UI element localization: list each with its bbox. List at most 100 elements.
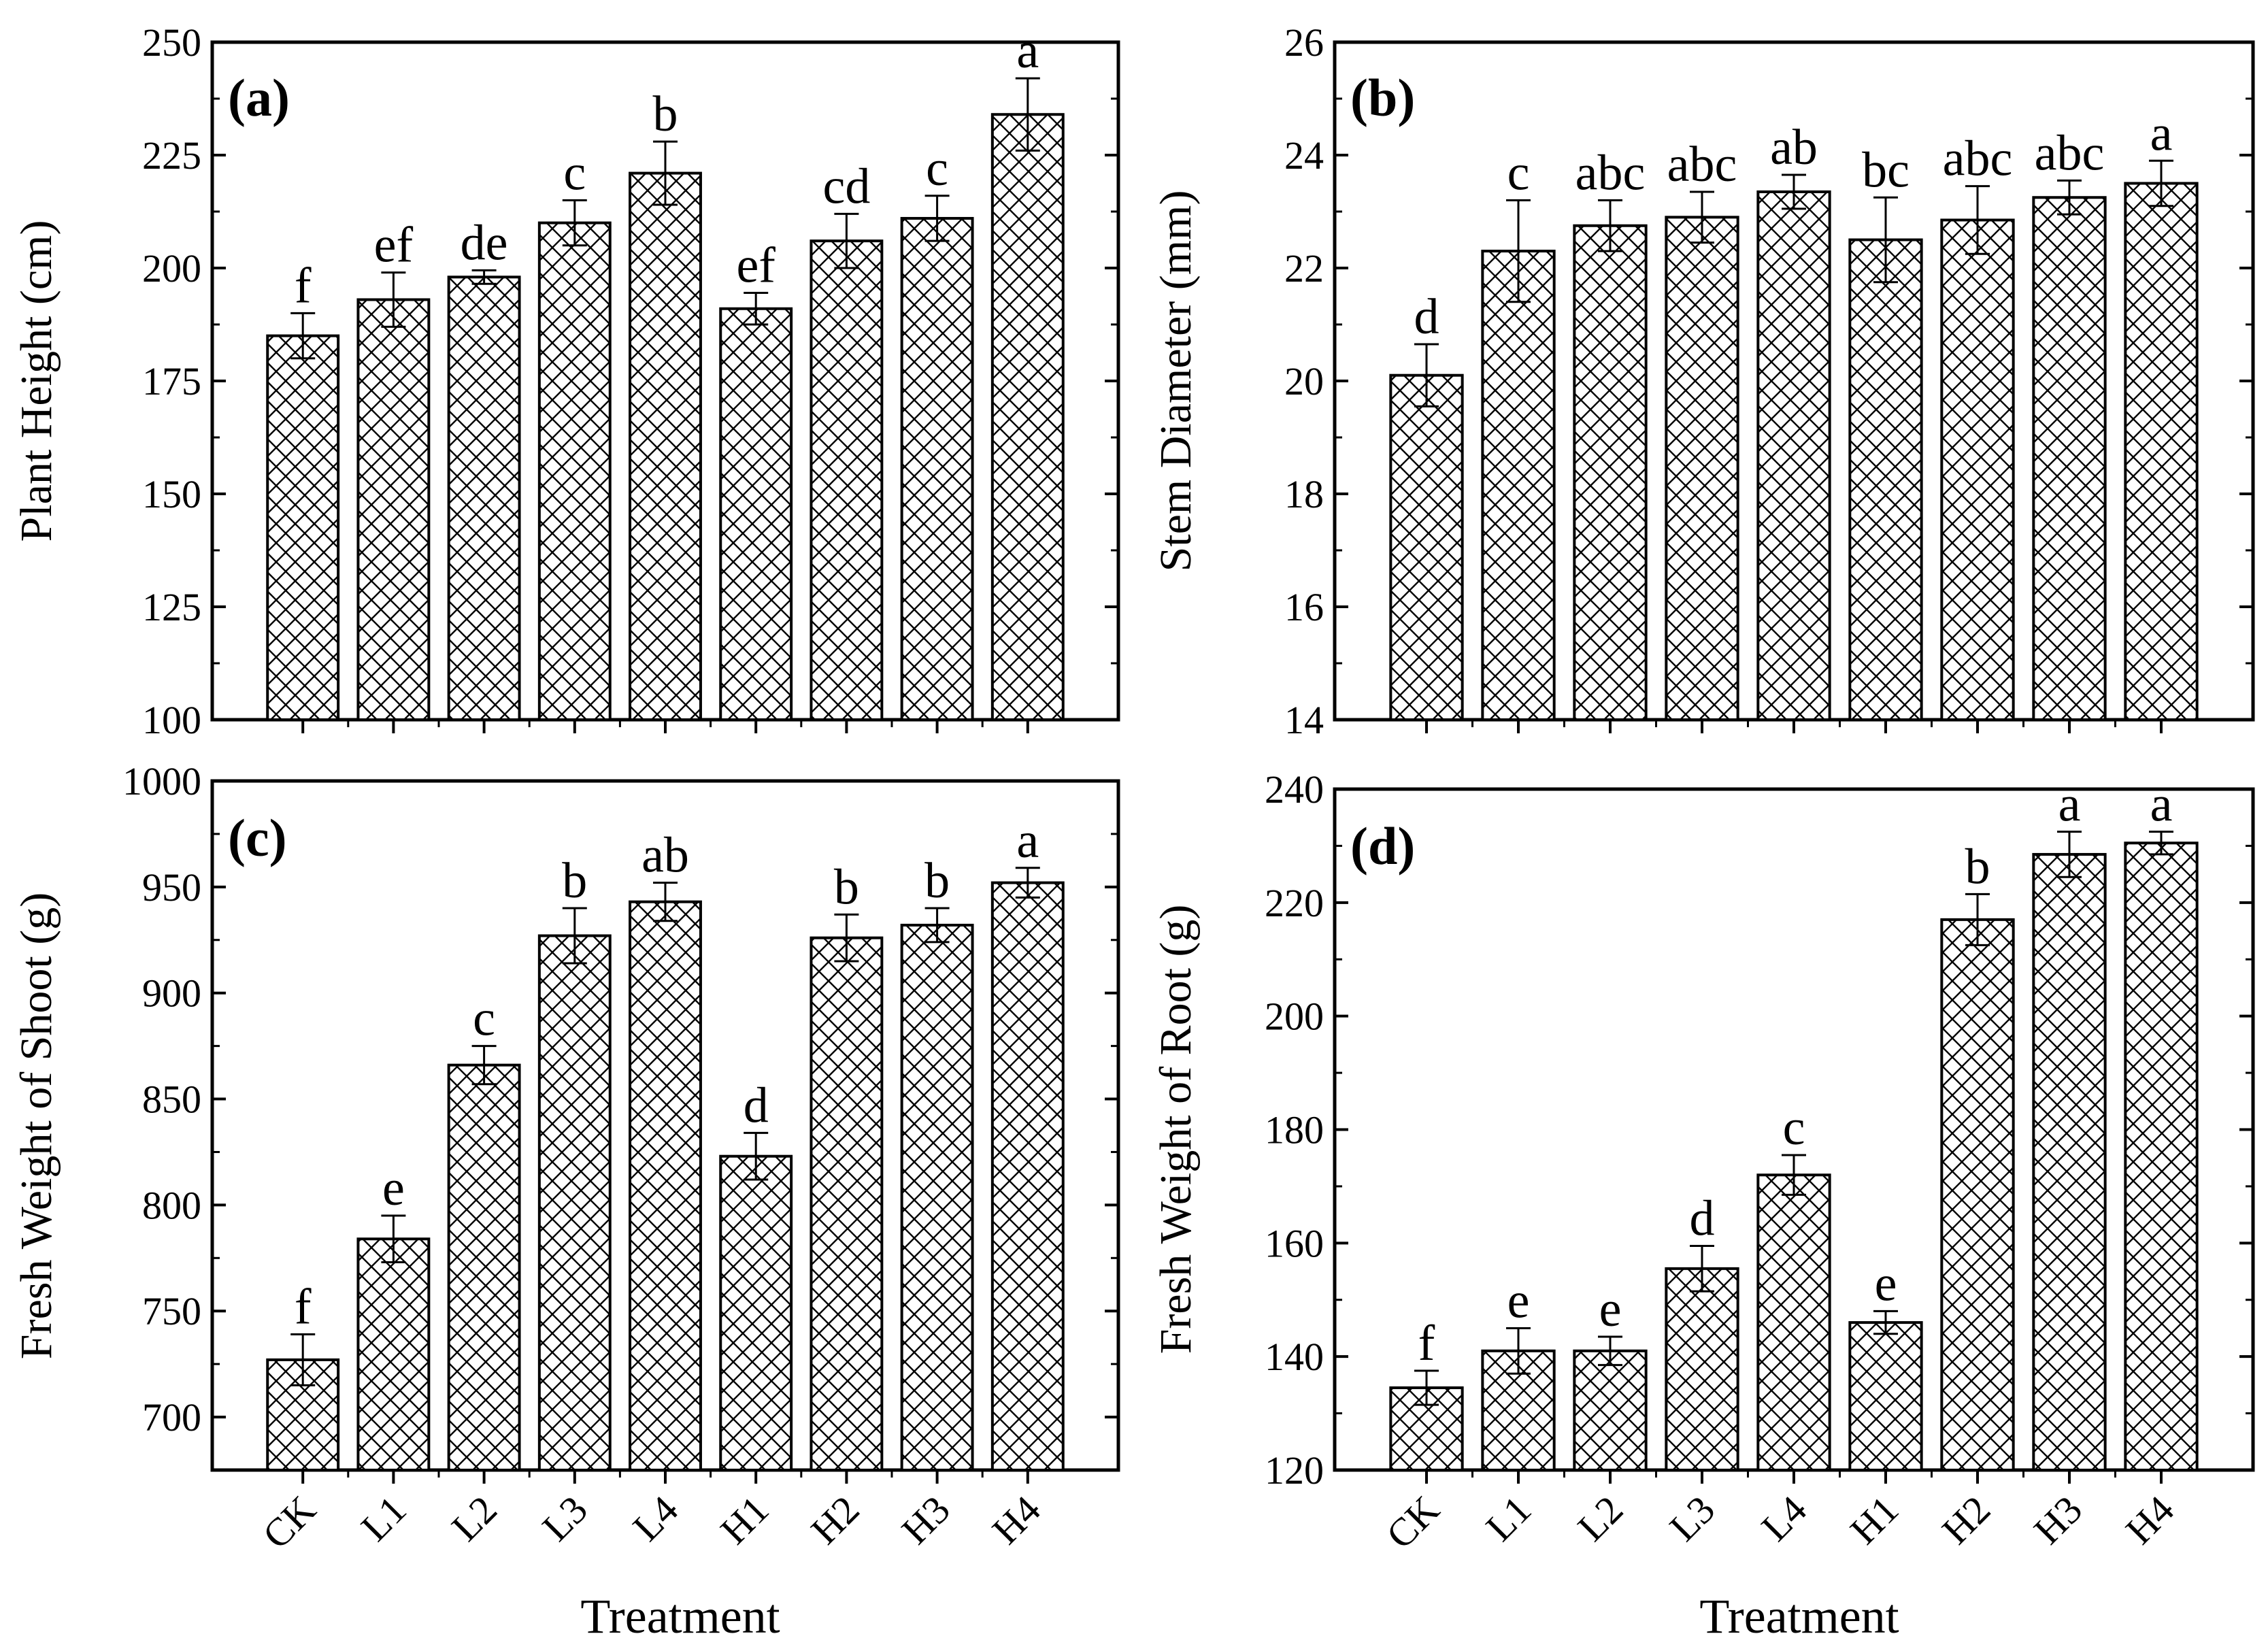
- y-tick-label: 1000: [122, 759, 201, 803]
- bar: [1756, 190, 1831, 721]
- x-tick-label: L2: [443, 1487, 505, 1550]
- significance-letter: b: [562, 853, 587, 909]
- x-axis-label: Treatment: [580, 1589, 780, 1644]
- significance-letter: b: [653, 86, 678, 142]
- bar: [629, 900, 702, 1472]
- x-tick-label: L1: [352, 1487, 415, 1550]
- significance-letter: cd: [822, 159, 870, 214]
- y-tick-label: 225: [142, 133, 201, 178]
- x-tick-label: H3: [2025, 1487, 2090, 1552]
- significance-letter: e: [1599, 1282, 1622, 1337]
- panel-label: (c): [228, 808, 287, 867]
- significance-letter: e: [1507, 1273, 1530, 1329]
- significance-letter: f: [295, 258, 312, 314]
- bar: [447, 276, 521, 721]
- significance-letter: a: [2150, 777, 2173, 833]
- bar: [719, 1154, 793, 1472]
- x-tick-label: L3: [533, 1487, 596, 1550]
- significance-letter: f: [1418, 1316, 1435, 1371]
- bar: [900, 216, 974, 721]
- bar: [1848, 238, 1923, 721]
- y-tick-label: 100: [142, 698, 201, 742]
- y-tick-label: 900: [142, 971, 201, 1016]
- bar: [719, 307, 793, 721]
- x-tick-label: L2: [1569, 1487, 1632, 1550]
- y-tick-label: 700: [142, 1395, 201, 1439]
- bar: [990, 113, 1065, 722]
- bar: [1573, 224, 1648, 721]
- x-tick-label: H4: [984, 1487, 1049, 1552]
- significance-letter: e: [1875, 1256, 1897, 1312]
- bar: [1756, 1173, 1831, 1471]
- bar: [2032, 852, 2107, 1472]
- significance-letter: a: [2150, 105, 2173, 161]
- bar: [1940, 218, 2015, 721]
- significance-letter: a: [1016, 813, 1039, 869]
- bars-layer: dc abc abc ab bc abc abc a: [1389, 105, 2199, 722]
- bar: [1481, 250, 1556, 722]
- significance-letter: e: [382, 1161, 405, 1216]
- bar: [1389, 373, 1464, 721]
- x-tick-label: L1: [1478, 1487, 1540, 1550]
- bar: [537, 221, 612, 722]
- y-axis-label: Fresh Weight of Root (g): [1151, 905, 1201, 1354]
- bar: [1940, 918, 2015, 1471]
- y-tick-label: 200: [142, 246, 201, 290]
- y-tick-label: 850: [142, 1078, 201, 1122]
- significance-letter: d: [1690, 1191, 1715, 1247]
- bar: [2124, 182, 2199, 721]
- x-tick-label: L4: [624, 1487, 687, 1550]
- bar: [2032, 196, 2107, 721]
- significance-letter: abc: [2035, 125, 2105, 181]
- significance-letter: abc: [1575, 145, 1646, 201]
- x-axis-label: Treatment: [1699, 1589, 1899, 1644]
- x-tick-label: CK: [1378, 1487, 1448, 1557]
- significance-letter: a: [1016, 23, 1039, 79]
- x-tick-label: H1: [712, 1487, 777, 1552]
- y-tick-label: 18: [1284, 472, 1324, 516]
- significance-letter: abc: [1943, 131, 2013, 187]
- panel-label: (b): [1350, 68, 1415, 127]
- y-tick-label: 800: [142, 1183, 201, 1227]
- significance-letter: abc: [1667, 137, 1737, 193]
- y-tick-label: 200: [1265, 995, 1324, 1039]
- significance-letter: bc: [1862, 142, 1910, 198]
- panel-label: (a): [228, 68, 290, 127]
- y-tick-label: 22: [1284, 246, 1324, 290]
- significance-letter: c: [473, 991, 495, 1047]
- y-tick-label: 14: [1284, 698, 1324, 742]
- bar: [447, 1063, 521, 1472]
- significance-letter: ef: [736, 238, 776, 294]
- ticks-layer: 100 125 150 175 200 225 250: [142, 20, 1118, 742]
- y-tick-label: 16: [1284, 585, 1324, 629]
- x-tick-label: H3: [893, 1487, 958, 1552]
- y-tick-label: 180: [1265, 1108, 1324, 1152]
- y-axis-label: Stem Diameter (mm): [1151, 190, 1201, 572]
- bar: [1665, 216, 1739, 721]
- y-tick-label: 160: [1265, 1221, 1324, 1265]
- significance-letter: c: [563, 145, 586, 201]
- bar: [2124, 841, 2199, 1471]
- significance-letter: a: [2058, 777, 2081, 833]
- significance-letter: ef: [374, 218, 414, 273]
- y-tick-label: 220: [1265, 881, 1324, 925]
- y-tick-label: 250: [142, 20, 201, 65]
- bar: [990, 881, 1065, 1471]
- significance-letter: b: [834, 859, 859, 915]
- significance-letter: ab: [1770, 120, 1818, 176]
- bar: [266, 334, 340, 722]
- x-tick-label: L4: [1753, 1487, 1816, 1550]
- y-tick-label: 26: [1284, 20, 1324, 65]
- panel-label: (d): [1350, 816, 1415, 875]
- x-tick-label: H2: [803, 1487, 868, 1552]
- bar: [1573, 1349, 1648, 1471]
- y-tick-label: 240: [1265, 767, 1324, 812]
- bar: [810, 239, 884, 722]
- x-tick-label: H4: [2117, 1487, 2182, 1552]
- y-tick-label: 20: [1284, 359, 1324, 403]
- significance-letter: d: [744, 1078, 769, 1133]
- bar: [1848, 1321, 1923, 1472]
